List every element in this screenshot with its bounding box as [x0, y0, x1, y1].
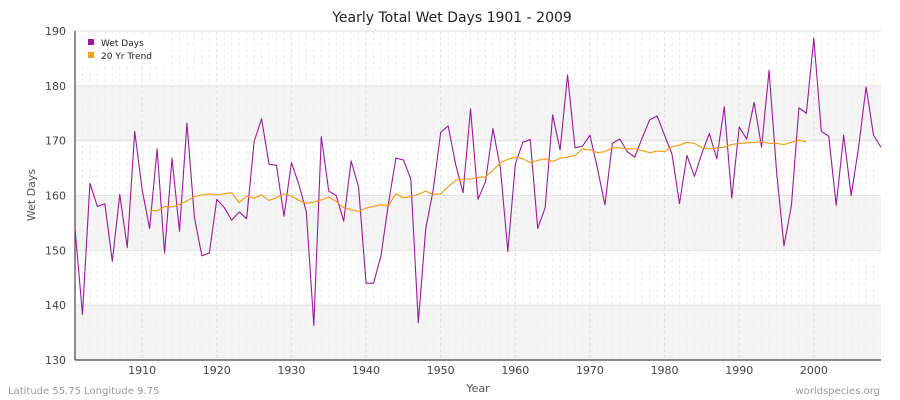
x-tick-label: 1930 [277, 364, 305, 377]
footer-source: worldspecies.org [796, 386, 880, 397]
band-170-180 [75, 85, 881, 141]
x-tick-label: 1980 [651, 364, 679, 377]
band-160-170 [75, 140, 881, 196]
y-tick-label: 170 [45, 135, 66, 148]
x-tick-label: 1920 [203, 364, 231, 377]
legend-swatch-trend [88, 52, 94, 58]
x-tick-labels: 1910 1920 1930 1940 1950 1960 1970 1980 1990 2000 [128, 364, 828, 377]
x-tick-label: 1940 [352, 364, 380, 377]
y-tick-label: 150 [45, 244, 66, 257]
y-tick-label: 130 [45, 354, 66, 367]
y-tick-label: 180 [45, 80, 66, 93]
x-tick-label: 1990 [725, 364, 753, 377]
legend-label-wet-days: Wet Days [101, 39, 144, 49]
axes [74, 31, 881, 361]
y-tick-labels: 130 140 150 160 170 180 190 [45, 25, 66, 367]
wet-days-line [74, 37, 882, 327]
footer-location: Latitude 55.75 Longitude 9.75 [8, 386, 159, 397]
legend-swatch-wet-days [88, 39, 94, 45]
y-tick-label: 140 [45, 299, 66, 312]
y-tick-label: 160 [45, 190, 66, 203]
x-tick-label: 1910 [128, 364, 156, 377]
chart-title: Yearly Total Wet Days 1901 - 2009 [331, 10, 572, 26]
series-lines [74, 37, 882, 327]
x-tick-label: 1970 [576, 364, 604, 377]
x-tick-label: 2000 [800, 364, 828, 377]
x-axis-label: Year [465, 382, 490, 395]
legend-label-trend: 20 Yr Trend [101, 52, 152, 62]
legend-box [82, 34, 166, 64]
y-tick-label: 190 [45, 25, 66, 38]
legend: Wet Days 20 Yr Trend [82, 34, 166, 64]
trend-line [149, 139, 807, 212]
x-tick-label: 1950 [427, 364, 455, 377]
band-180-190 [75, 31, 881, 86]
y-axis-label: Wet Days [25, 169, 38, 222]
x-tick-label: 1960 [501, 364, 529, 377]
